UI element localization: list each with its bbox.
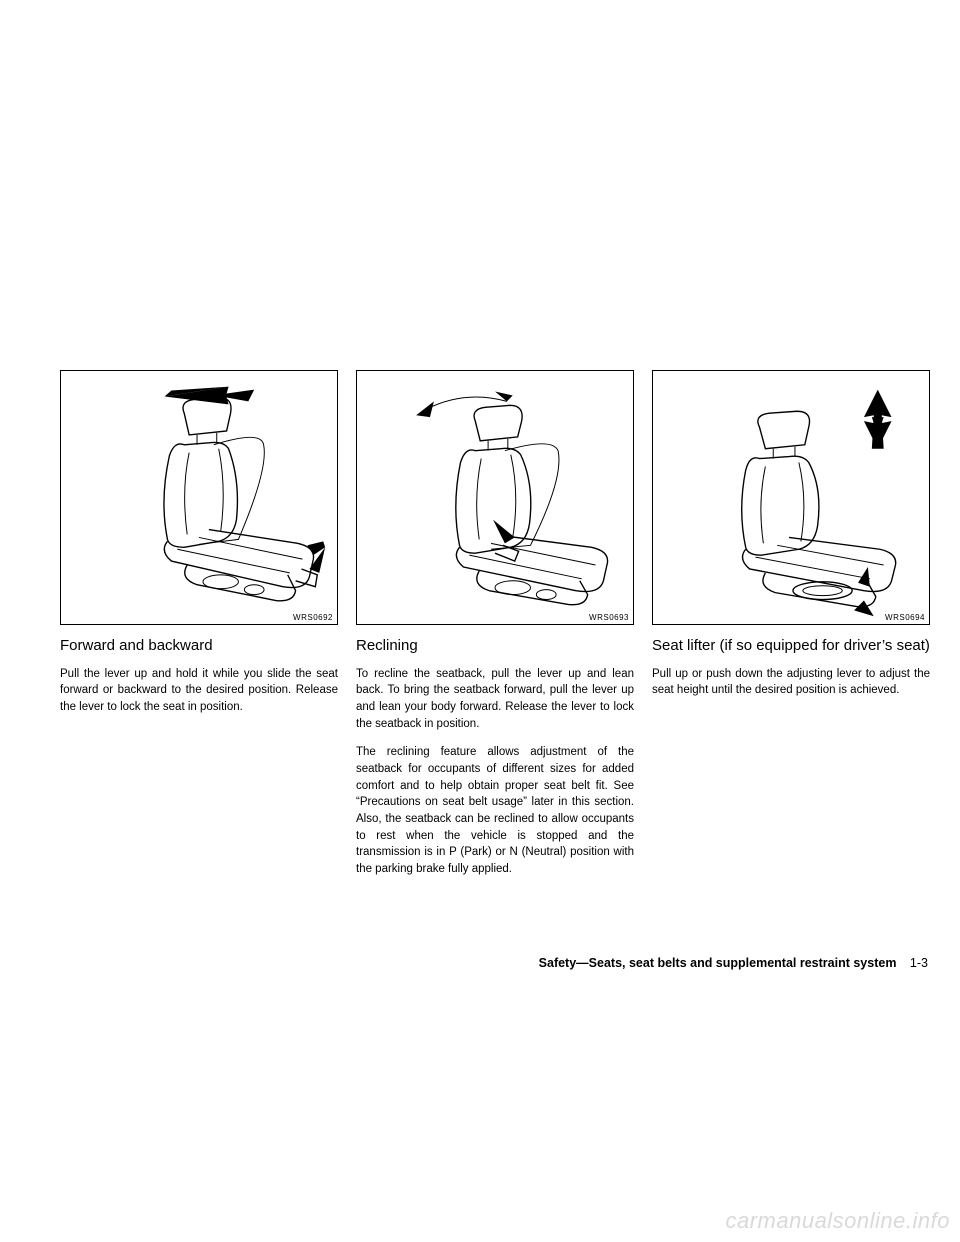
watermark-text: carmanualsonline.info xyxy=(725,1208,950,1234)
column-reclining: WRS0693 Reclining To recline the seatbac… xyxy=(356,370,634,890)
text-reclining-1: To recline the seatback, pull the lever … xyxy=(356,666,634,733)
figure-forward-backward: WRS0692 xyxy=(60,370,338,625)
figure-code: WRS0694 xyxy=(885,613,925,622)
heading-seat-lifter: Seat lifter (if so equipped for driver’s… xyxy=(652,637,930,656)
footer-section-title: Safety—Seats, seat belts and supplementa… xyxy=(539,956,897,970)
text-forward-backward: Pull the lever up and hold it while you … xyxy=(60,666,338,716)
figure-reclining: WRS0693 xyxy=(356,370,634,625)
column-seat-lifter: WRS0694 Seat lifter (if so equipped for … xyxy=(652,370,930,890)
figure-seat-lifter: WRS0694 xyxy=(652,370,930,625)
footer-page-number: 1-3 xyxy=(910,956,928,970)
heading-reclining: Reclining xyxy=(356,637,634,656)
figure-code: WRS0692 xyxy=(293,613,333,622)
text-reclining-2: The reclining feature allows adjustment … xyxy=(356,744,634,877)
column-forward-backward: WRS0692 Forward and backward Pull the le… xyxy=(60,370,338,890)
text-seat-lifter: Pull up or push down the adjusting lever… xyxy=(652,666,930,699)
page-footer: Safety—Seats, seat belts and supplementa… xyxy=(539,956,928,970)
figure-code: WRS0693 xyxy=(589,613,629,622)
content-columns: WRS0692 Forward and backward Pull the le… xyxy=(60,370,930,890)
seat-lifter-diagram-icon xyxy=(653,371,929,624)
heading-forward-backward: Forward and backward xyxy=(60,637,338,656)
seat-forward-diagram-icon xyxy=(61,371,337,624)
seat-reclining-diagram-icon xyxy=(357,371,633,624)
manual-page: WRS0692 Forward and backward Pull the le… xyxy=(0,0,960,1242)
